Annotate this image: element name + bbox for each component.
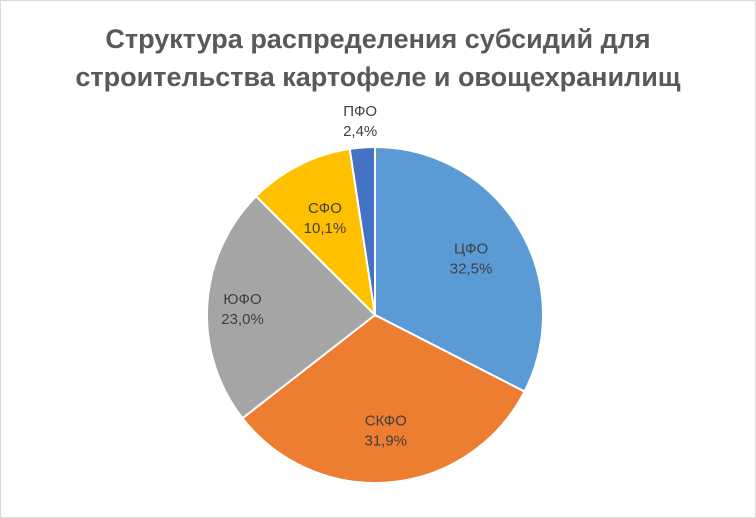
slice-value-label: 31,9%	[364, 433, 407, 450]
chart-title-line-1: Структура распределения субсидий для	[105, 24, 651, 54]
slice-name-label: ЮФО	[223, 291, 261, 308]
slice-name-label: СКФО	[365, 413, 407, 430]
pie-slice-скфо	[241, 313, 526, 484]
chart-title: Структура распределения субсидий для стр…	[0, 20, 756, 96]
slice-value-label: 32,5%	[450, 260, 493, 277]
pie-slice-пфо	[348, 145, 376, 316]
slice-name-label: ПФО	[343, 103, 377, 120]
slice-value-label: 2,4%	[343, 123, 377, 140]
slice-value-label: 23,0%	[221, 311, 264, 328]
slice-value-label: 10,1%	[304, 220, 347, 237]
chart-title-line-2: строительства картофеле и овощехранилищ	[75, 62, 681, 92]
pie-slice-юфо	[206, 194, 377, 420]
pie-slice-цфо	[374, 145, 544, 393]
slice-name-label: СФО	[308, 200, 342, 217]
slice-name-label: ЦФО	[454, 240, 488, 257]
pie-slice-сфо	[254, 147, 377, 318]
